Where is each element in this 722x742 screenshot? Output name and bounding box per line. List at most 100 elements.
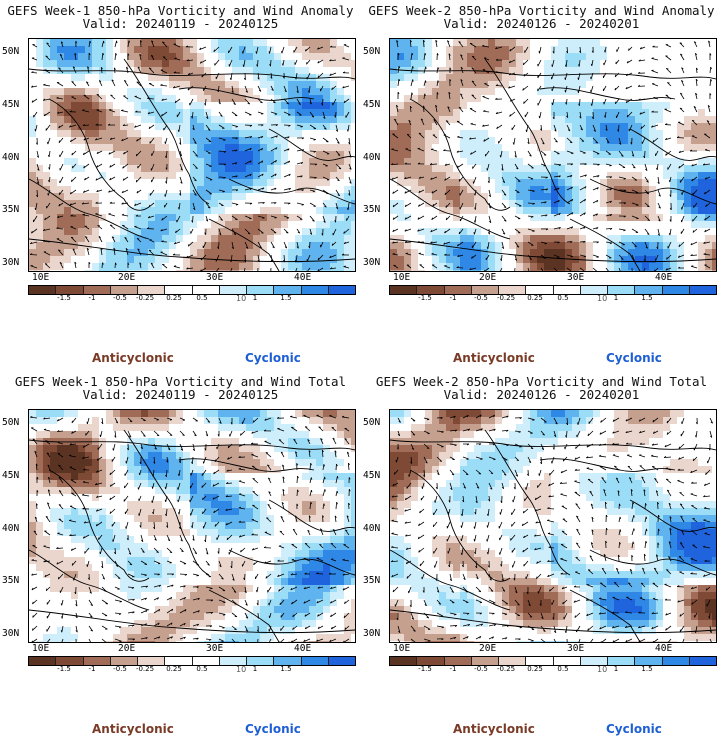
- wind-arrowhead: [707, 105, 711, 108]
- wind-vector: [579, 111, 582, 119]
- wind-vector: [231, 175, 238, 178]
- vorticity-cell: [351, 228, 355, 236]
- wind-vector: [657, 215, 661, 222]
- vorticity-cell: [642, 270, 650, 271]
- wind-arrowhead: [423, 105, 425, 108]
- vorticity-cell: [57, 60, 65, 68]
- vorticity-cell: [614, 263, 622, 271]
- vorticity-cell: [614, 270, 622, 271]
- wind-vector: [537, 85, 542, 92]
- wind-vector: [592, 254, 599, 258]
- wind-arrowhead: [630, 142, 633, 145]
- vorticity-cell: [628, 67, 636, 75]
- wind-vector: [397, 79, 400, 87]
- vorticity-cell: [502, 221, 510, 229]
- wind-vector: [553, 212, 561, 217]
- vorticity-cell: [78, 109, 86, 117]
- vorticity-cell: [404, 109, 412, 117]
- vorticity-cell: [425, 39, 433, 47]
- vorticity-cell: [397, 102, 405, 110]
- wind-vector: [309, 137, 316, 140]
- vorticity-cell: [656, 228, 664, 236]
- wind-vector: [58, 124, 64, 129]
- vorticity-cell: [232, 249, 240, 257]
- vorticity-cell: [691, 144, 699, 152]
- vorticity-cell: [64, 60, 72, 68]
- wind-vector: [343, 98, 350, 104]
- vorticity-cell: [239, 130, 247, 138]
- vorticity-cell: [565, 193, 573, 201]
- wind-arrowhead: [288, 173, 291, 177]
- wind-arrowhead: [300, 126, 303, 128]
- vorticity-cell: [663, 137, 671, 145]
- vorticity-cell: [127, 137, 135, 145]
- vorticity-cell: [418, 193, 426, 201]
- vorticity-cell: [281, 144, 289, 152]
- vorticity-cell: [57, 88, 65, 96]
- vorticity-cell: [267, 95, 275, 103]
- vorticity-cell: [607, 263, 615, 271]
- vorticity-cell: [404, 228, 412, 236]
- vorticity-cell: [36, 228, 44, 236]
- vorticity-cell: [92, 263, 100, 271]
- wind-arrowhead: [100, 67, 103, 70]
- vorticity-cell: [169, 200, 177, 208]
- vorticity-cell: [302, 193, 310, 201]
- wind-vector: [56, 227, 64, 230]
- vorticity-cell: [120, 228, 128, 236]
- vorticity-cell: [316, 53, 324, 61]
- wind-arrowhead: [394, 118, 397, 121]
- wind-arrowhead: [678, 244, 681, 247]
- wind-arrowhead: [436, 92, 439, 95]
- wind-arrowhead: [637, 71, 641, 74]
- vorticity-cell: [635, 158, 643, 166]
- vorticity-cell: [71, 228, 79, 236]
- vorticity-cell: [495, 242, 503, 250]
- vorticity-cell: [29, 123, 37, 131]
- vorticity-cell: [148, 60, 156, 68]
- wind-vector: [69, 202, 77, 206]
- vorticity-cell: [558, 116, 566, 124]
- vorticity-cell: [397, 116, 405, 124]
- vorticity-cell: [57, 207, 65, 215]
- vorticity-cell: [239, 193, 247, 201]
- vorticity-cell: [537, 74, 545, 82]
- wind-vector: [348, 163, 352, 170]
- vorticity-cell: [404, 53, 412, 61]
- vorticity-cell: [635, 60, 643, 68]
- vorticity-cell: [78, 60, 86, 68]
- vorticity-cell: [330, 144, 338, 152]
- vorticity-cell: [64, 151, 72, 159]
- wind-arrowhead: [135, 110, 138, 113]
- vorticity-cell: [488, 193, 496, 201]
- vorticity-cell: [64, 221, 72, 229]
- vorticity-cell: [337, 242, 345, 250]
- wind-vector: [147, 97, 155, 100]
- vorticity-cell: [57, 46, 65, 54]
- vorticity-cell: [467, 123, 475, 131]
- vorticity-cell: [474, 242, 482, 250]
- vorticity-cell: [218, 207, 226, 215]
- vorticity-cell: [390, 186, 398, 194]
- vorticity-cell: [71, 39, 79, 47]
- vorticity-cell: [64, 95, 72, 103]
- vorticity-cell: [302, 263, 310, 271]
- vorticity-cell: [635, 221, 643, 229]
- vorticity-cell: [572, 60, 580, 68]
- vorticity-cell: [281, 95, 289, 103]
- wind-vector: [296, 124, 303, 127]
- vorticity-cell: [302, 242, 310, 250]
- wind-arrowhead: [473, 220, 476, 223]
- vorticity-cell: [691, 263, 699, 271]
- wind-vector: [694, 53, 698, 61]
- wind-vector: [192, 202, 196, 210]
- vorticity-cell: [474, 88, 482, 96]
- vorticity-cell: [502, 193, 510, 201]
- vorticity-cell: [551, 242, 559, 250]
- vorticity-cell: [684, 102, 692, 110]
- vorticity-cell: [36, 60, 44, 68]
- wind-vector: [244, 241, 249, 249]
- vorticity-cell: [411, 158, 419, 166]
- vorticity-cell: [425, 74, 433, 82]
- wind-vector: [431, 189, 438, 194]
